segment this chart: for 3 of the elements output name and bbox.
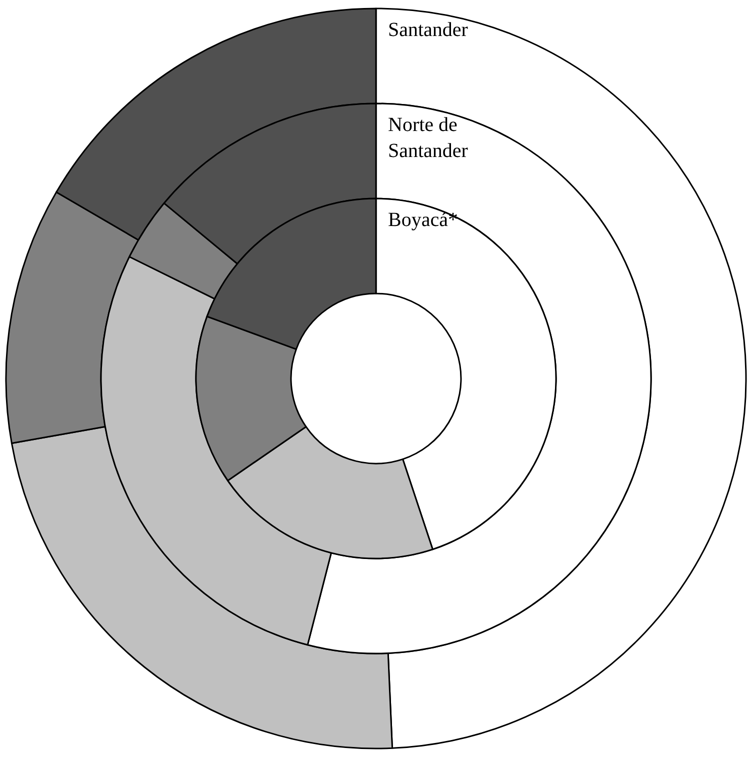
slice-label: Norte de Santander (388, 114, 468, 162)
slice-label: Santander (388, 19, 468, 41)
slice-label: Boyacá* (388, 209, 458, 231)
